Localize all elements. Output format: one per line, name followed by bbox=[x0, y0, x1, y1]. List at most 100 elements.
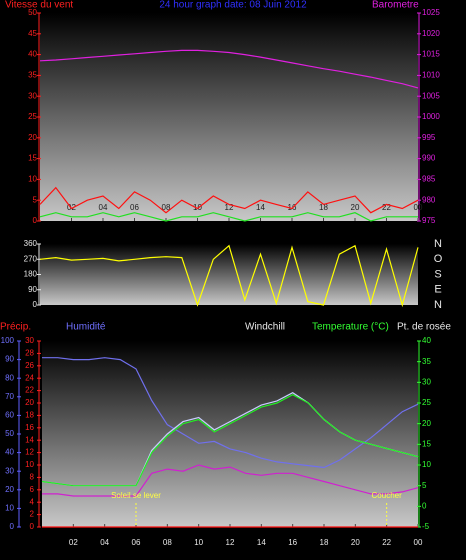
y-tick-label: 985 bbox=[422, 175, 436, 184]
y-tick-label: 30 bbox=[5, 466, 14, 475]
x-tick-label: 06 bbox=[130, 203, 139, 212]
y-tick-label: 8 bbox=[30, 473, 35, 482]
y-tick-label: 26 bbox=[25, 361, 34, 370]
x-tick-label: 00 bbox=[414, 203, 423, 212]
x-tick-label: 16 bbox=[288, 538, 297, 547]
y-tick-label: 270 bbox=[24, 254, 38, 263]
y-tick-label: 0 bbox=[10, 522, 15, 531]
annotation: Soleil se lever bbox=[111, 491, 161, 500]
y-tick-label: 14 bbox=[25, 435, 34, 444]
y-tick-label: 1025 bbox=[422, 8, 440, 17]
y-tick-label: 990 bbox=[422, 154, 436, 163]
y-tick-label: 18 bbox=[25, 411, 34, 420]
x-tick-label: 22 bbox=[382, 203, 391, 212]
y-tick-label: 15 bbox=[28, 154, 37, 163]
legend-label: Vitesse du vent bbox=[5, 0, 73, 11]
y-tick-label: 5 bbox=[33, 195, 38, 204]
y-tick-label: 100 bbox=[1, 336, 15, 345]
y-tick-label: 2 bbox=[30, 510, 35, 519]
x-tick-label: 18 bbox=[320, 538, 329, 547]
x-tick-label: 04 bbox=[100, 538, 109, 547]
x-tick-label: 20 bbox=[351, 538, 360, 547]
y-tick-label: -5 bbox=[422, 522, 430, 531]
y-tick-label: 995 bbox=[422, 133, 436, 142]
y-tick-label: 22 bbox=[25, 386, 34, 395]
y-tick-label: 6 bbox=[30, 485, 35, 494]
x-tick-label: 04 bbox=[99, 203, 108, 212]
legend-label: Barometre bbox=[372, 0, 419, 11]
y-tick-label: 980 bbox=[422, 195, 436, 204]
y-tick-label: 30 bbox=[422, 377, 431, 386]
x-tick-label: 08 bbox=[163, 538, 172, 547]
y-tick-label: 4 bbox=[30, 497, 35, 506]
y-tick-label: 90 bbox=[28, 285, 37, 294]
legend-label: Humidité bbox=[66, 322, 106, 333]
y-tick-label: 80 bbox=[5, 373, 14, 382]
y-tick-label: 20 bbox=[422, 419, 431, 428]
y-tick-label: 70 bbox=[5, 392, 14, 401]
x-tick-label: 18 bbox=[319, 203, 328, 212]
y-tick-label: 1005 bbox=[422, 91, 440, 100]
y-tick-label: 50 bbox=[28, 8, 37, 17]
y-tick-label: 16 bbox=[25, 423, 34, 432]
series-line bbox=[39, 186, 419, 214]
x-tick-label: 00 bbox=[414, 538, 423, 547]
y-tick-label: 10 bbox=[25, 460, 34, 469]
x-tick-label: 02 bbox=[67, 203, 76, 212]
y-tick-label: 0 bbox=[33, 216, 38, 225]
plot-background bbox=[40, 13, 418, 221]
series-line bbox=[42, 357, 419, 469]
y-tick-label: 975 bbox=[422, 216, 436, 225]
y-tick-label: S bbox=[434, 268, 441, 280]
y-tick-label: 0 bbox=[30, 522, 35, 531]
chart-title: 24 hour graph date: 08 Juin 2012 bbox=[159, 0, 307, 11]
y-tick-label: 0 bbox=[33, 300, 38, 309]
x-tick-label: 12 bbox=[226, 538, 235, 547]
legend-label: Windchill bbox=[245, 322, 285, 333]
y-tick-label: 40 bbox=[28, 50, 37, 59]
series-line bbox=[39, 244, 419, 308]
y-tick-label: N bbox=[434, 238, 442, 250]
y-tick-label: 1010 bbox=[422, 71, 440, 80]
y-tick-label: 40 bbox=[5, 448, 14, 457]
y-tick-label: E bbox=[434, 284, 441, 296]
y-tick-label: 25 bbox=[28, 112, 37, 121]
y-tick-label: 30 bbox=[28, 91, 37, 100]
legend-label: Pt. de rosée bbox=[397, 322, 451, 333]
y-tick-label: 35 bbox=[28, 71, 37, 80]
series-line bbox=[39, 212, 418, 222]
y-tick-label: 90 bbox=[5, 355, 14, 364]
series-line bbox=[42, 464, 419, 497]
y-tick-label: 60 bbox=[5, 411, 14, 420]
y-tick-label: 10 bbox=[5, 504, 14, 513]
x-tick-label: 14 bbox=[256, 203, 265, 212]
series-line bbox=[41, 394, 419, 487]
y-tick-label: 20 bbox=[25, 398, 34, 407]
y-tick-label: 35 bbox=[422, 357, 431, 366]
y-tick-label: 20 bbox=[5, 485, 14, 494]
x-tick-label: 12 bbox=[225, 203, 234, 212]
series-line bbox=[39, 49, 419, 89]
y-tick-label: 24 bbox=[25, 373, 34, 382]
annotation: Coucher bbox=[372, 491, 403, 500]
plot-background bbox=[42, 341, 418, 527]
y-tick-label: 1015 bbox=[422, 50, 440, 59]
y-tick-label: 0 bbox=[422, 501, 427, 510]
y-tick-label: 30 bbox=[25, 336, 34, 345]
y-tick-label: 5 bbox=[422, 481, 427, 490]
x-tick-label: 02 bbox=[69, 538, 78, 547]
y-tick-label: 28 bbox=[25, 349, 34, 358]
y-tick-label: 45 bbox=[28, 29, 37, 38]
y-tick-label: 1020 bbox=[422, 29, 440, 38]
y-tick-label: O bbox=[434, 253, 443, 265]
y-tick-label: 20 bbox=[28, 133, 37, 142]
x-tick-label: 20 bbox=[351, 203, 360, 212]
x-tick-label: 06 bbox=[132, 538, 141, 547]
x-tick-label: 14 bbox=[257, 538, 266, 547]
y-tick-label: 15 bbox=[422, 439, 431, 448]
y-tick-label: 1000 bbox=[422, 112, 440, 121]
legend-label: Précip. bbox=[0, 322, 31, 333]
y-tick-label: 10 bbox=[422, 460, 431, 469]
plot-background bbox=[40, 244, 418, 305]
